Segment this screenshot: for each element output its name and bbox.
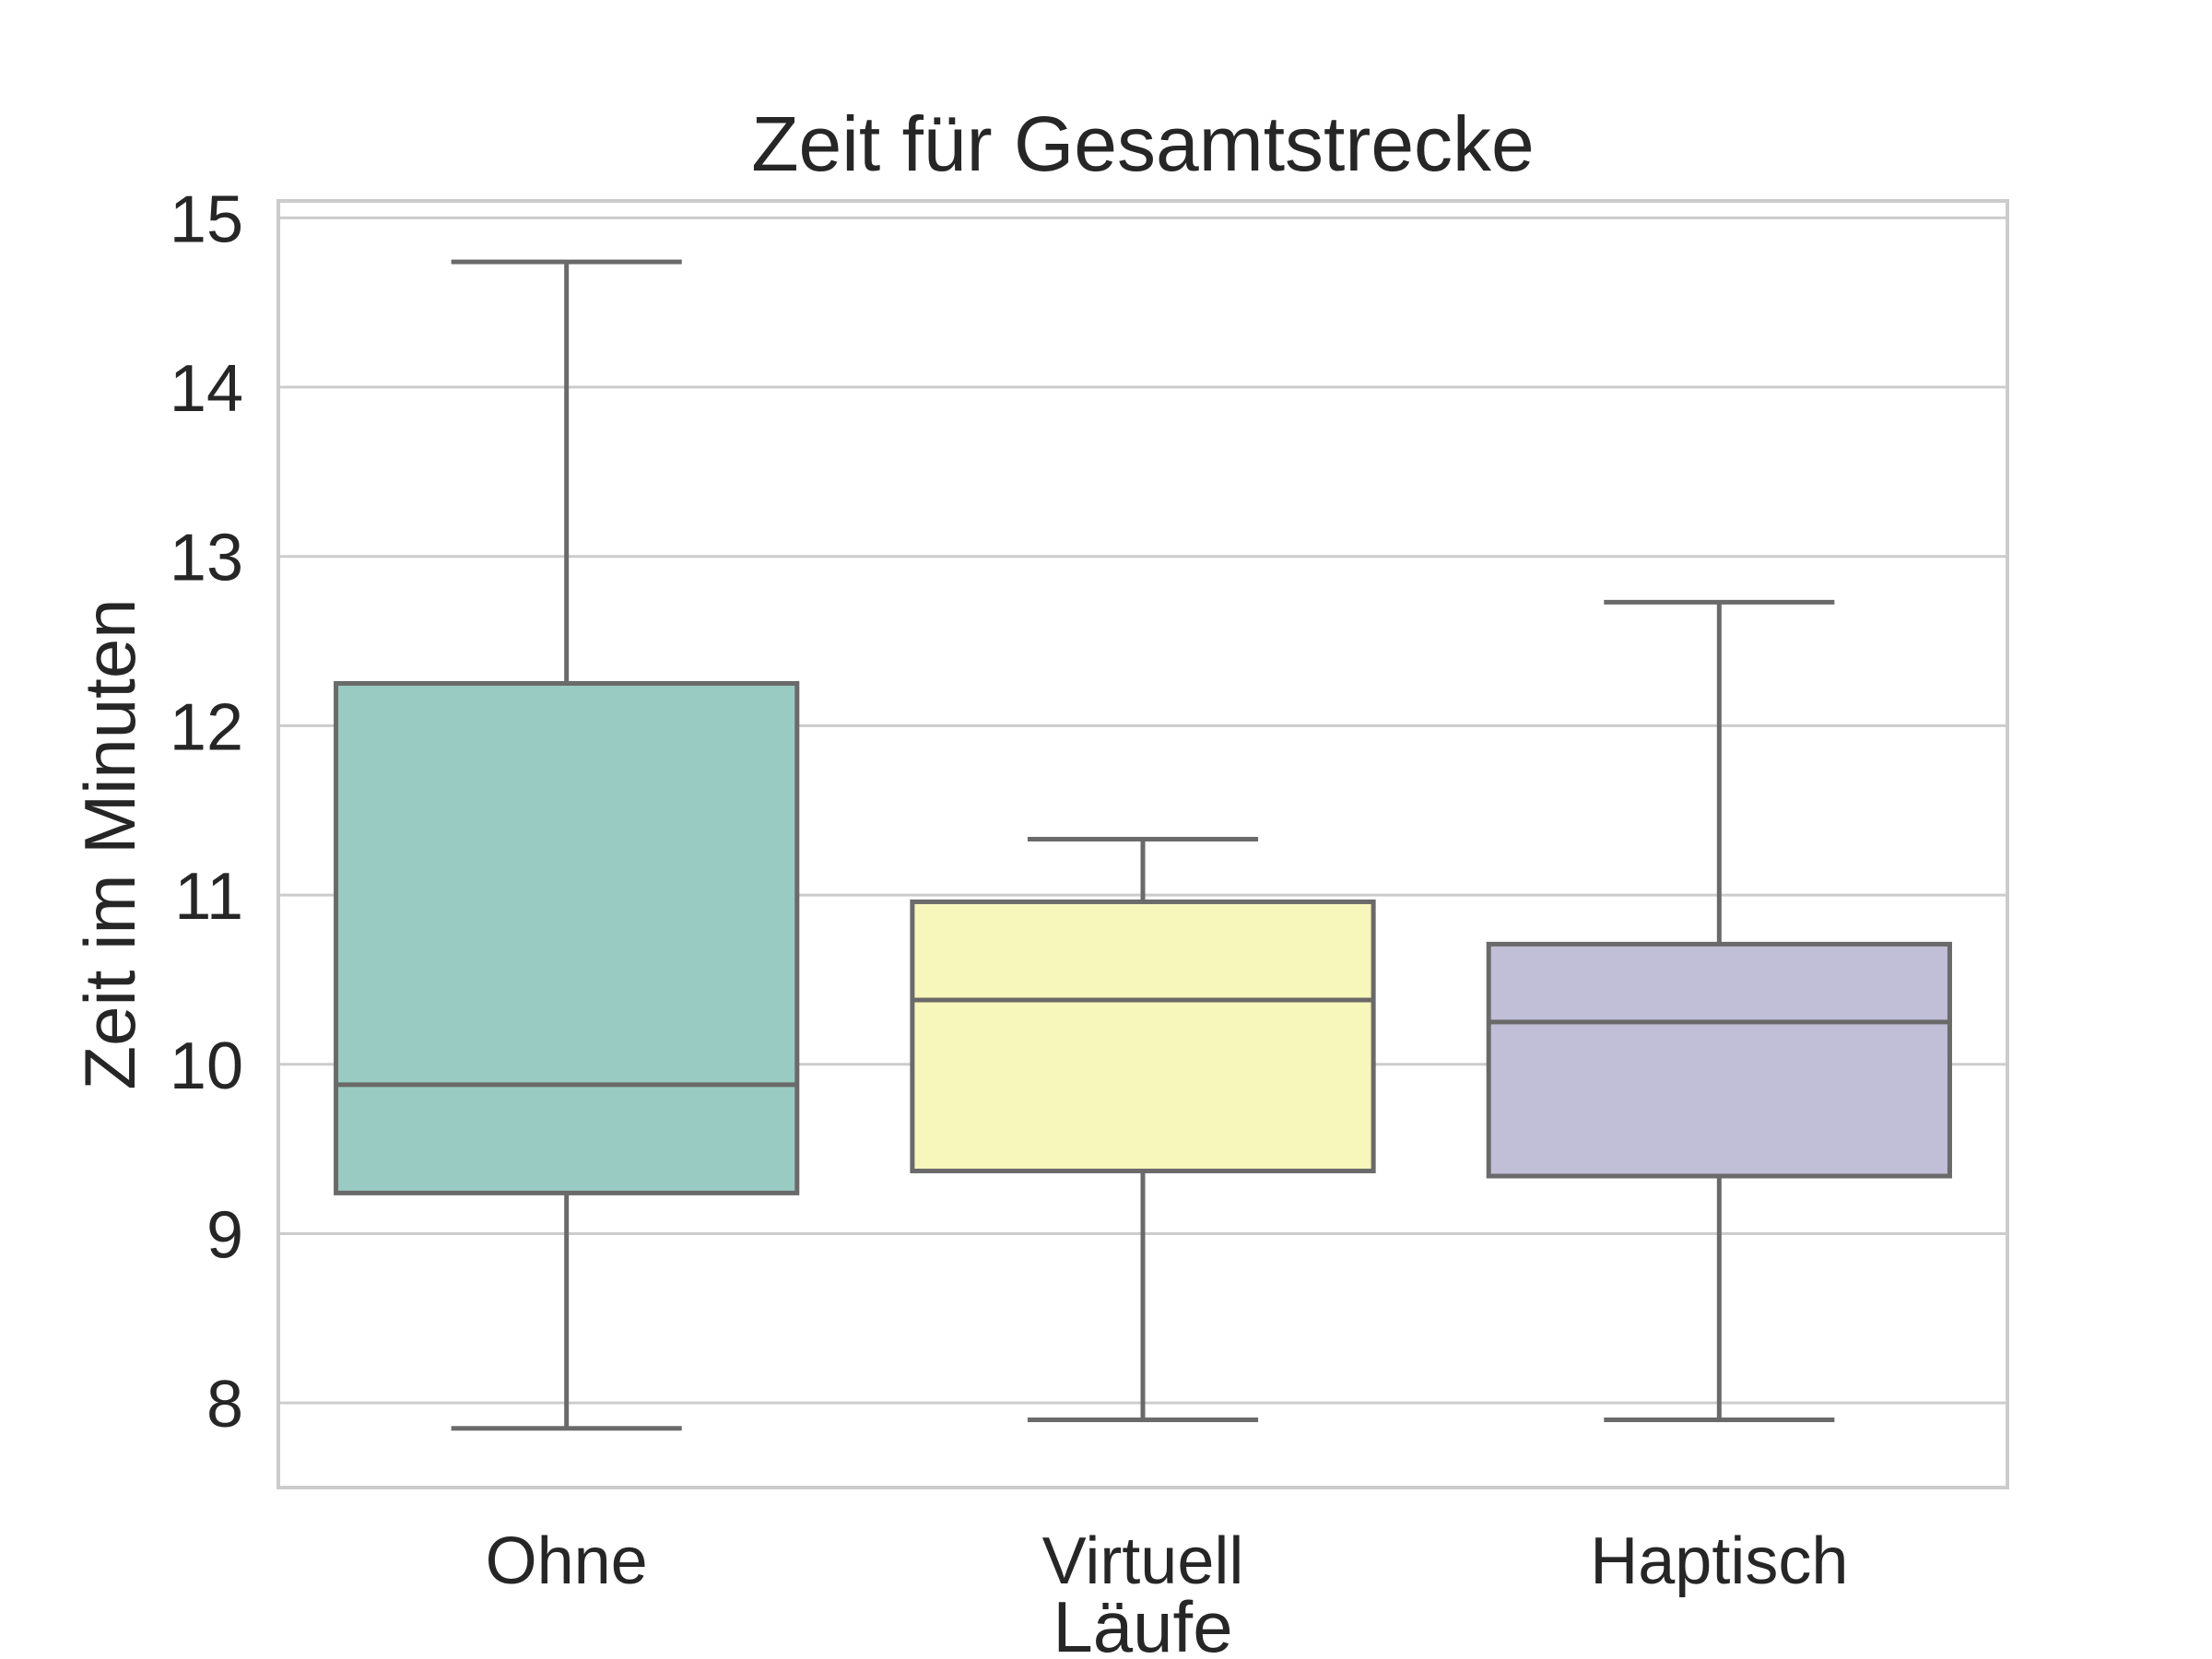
y-tick-label: 9 [206, 1198, 243, 1272]
x-tick-labels: Ohne Virtuell Haptisch [486, 1524, 1849, 1598]
box-iqr [910, 899, 1376, 1174]
y-tick-label: 8 [206, 1368, 243, 1441]
y-tick-labels: 8 9 10 11 12 13 14 15 [170, 182, 243, 1441]
x-axis-label: Läufe [1053, 1586, 1232, 1659]
plot-frame [276, 199, 2009, 1489]
y-tick-label: 10 [170, 1030, 243, 1103]
y-tick-label: 15 [170, 182, 243, 256]
box-series [334, 259, 1952, 1431]
box-virtuell [910, 836, 1376, 1423]
box-iqr [1486, 941, 1952, 1179]
box-haptisch [1486, 599, 1952, 1423]
box-ohne [334, 259, 800, 1431]
box-iqr [334, 681, 800, 1195]
x-tick-label-virtuell: Virtuell [1042, 1524, 1244, 1598]
y-tick-label: 11 [174, 860, 243, 934]
chart-title: Zeit für Gesamtstrecke [751, 100, 1535, 187]
y-axis-label: Zeit im Minuten [69, 598, 150, 1089]
y-tick-label: 12 [170, 690, 243, 764]
x-tick-label-haptisch: Haptisch [1590, 1524, 1848, 1598]
y-tick-label: 13 [170, 522, 243, 595]
y-tick-label: 14 [170, 352, 243, 426]
x-tick-label-ohne: Ohne [486, 1524, 648, 1598]
